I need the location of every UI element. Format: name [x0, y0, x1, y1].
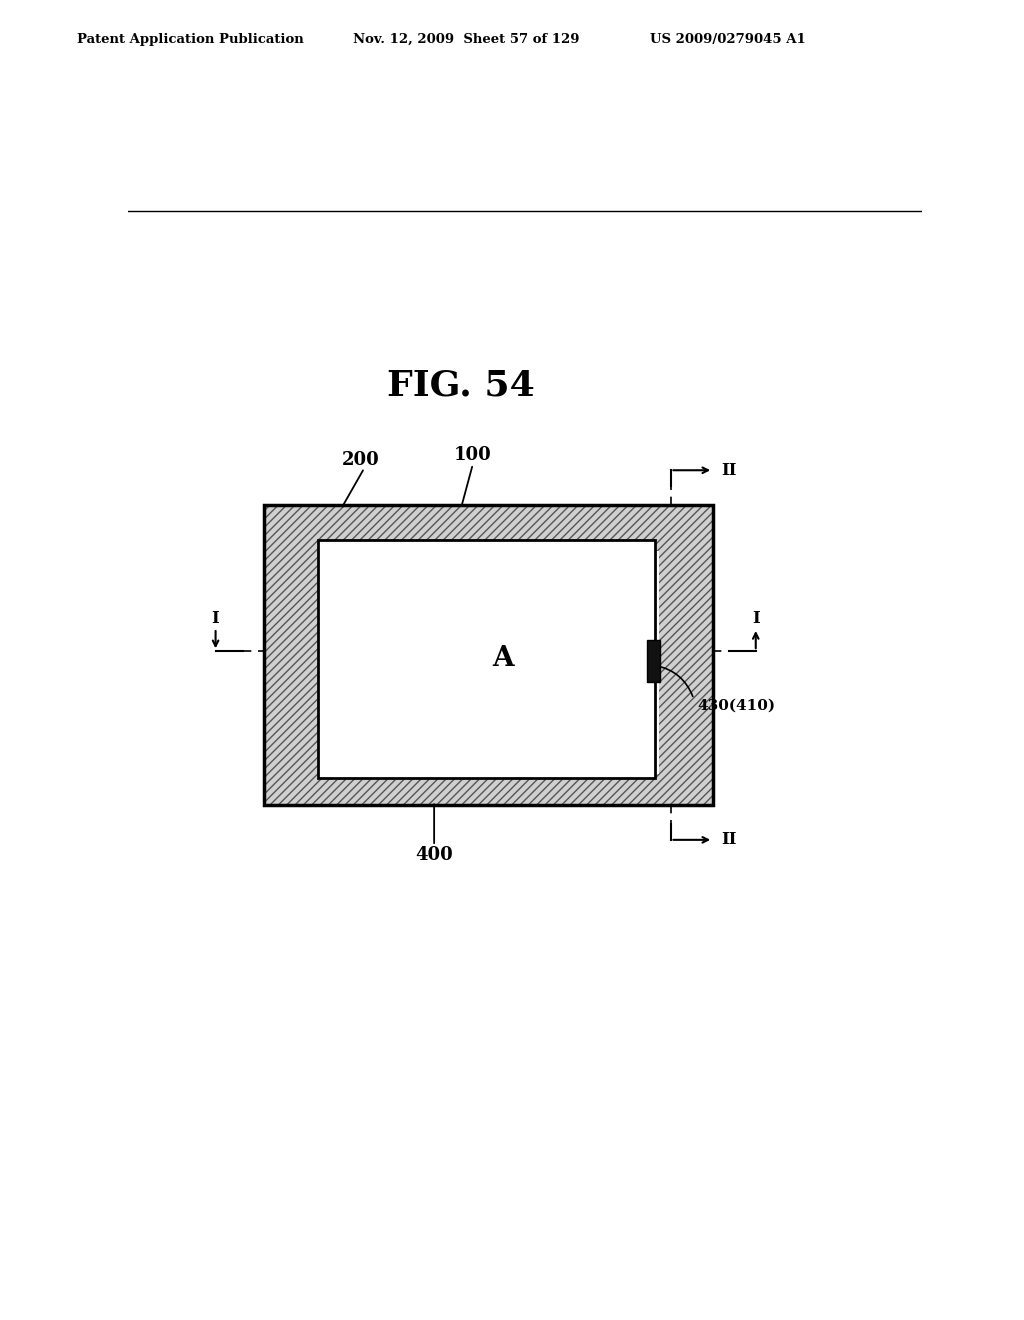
Text: Nov. 12, 2009  Sheet 57 of 129: Nov. 12, 2009 Sheet 57 of 129 — [353, 33, 580, 46]
Text: I: I — [212, 610, 219, 627]
Text: 100: 100 — [454, 446, 492, 463]
Bar — [263, 506, 713, 552]
Text: 200: 200 — [342, 451, 379, 469]
Bar — [658, 506, 713, 805]
Bar — [263, 506, 317, 805]
Text: A: A — [493, 645, 514, 672]
Bar — [317, 540, 655, 779]
Bar — [647, 640, 659, 682]
Text: Patent Application Publication: Patent Application Publication — [77, 33, 303, 46]
Text: II: II — [721, 832, 736, 849]
Bar — [263, 775, 713, 805]
Text: US 2009/0279045 A1: US 2009/0279045 A1 — [650, 33, 806, 46]
Text: II: II — [721, 462, 736, 479]
Text: 400: 400 — [416, 846, 453, 865]
Text: I: I — [752, 610, 760, 627]
Bar — [263, 506, 713, 805]
Text: 430(410): 430(410) — [697, 698, 776, 713]
Text: FIG. 54: FIG. 54 — [387, 368, 536, 403]
